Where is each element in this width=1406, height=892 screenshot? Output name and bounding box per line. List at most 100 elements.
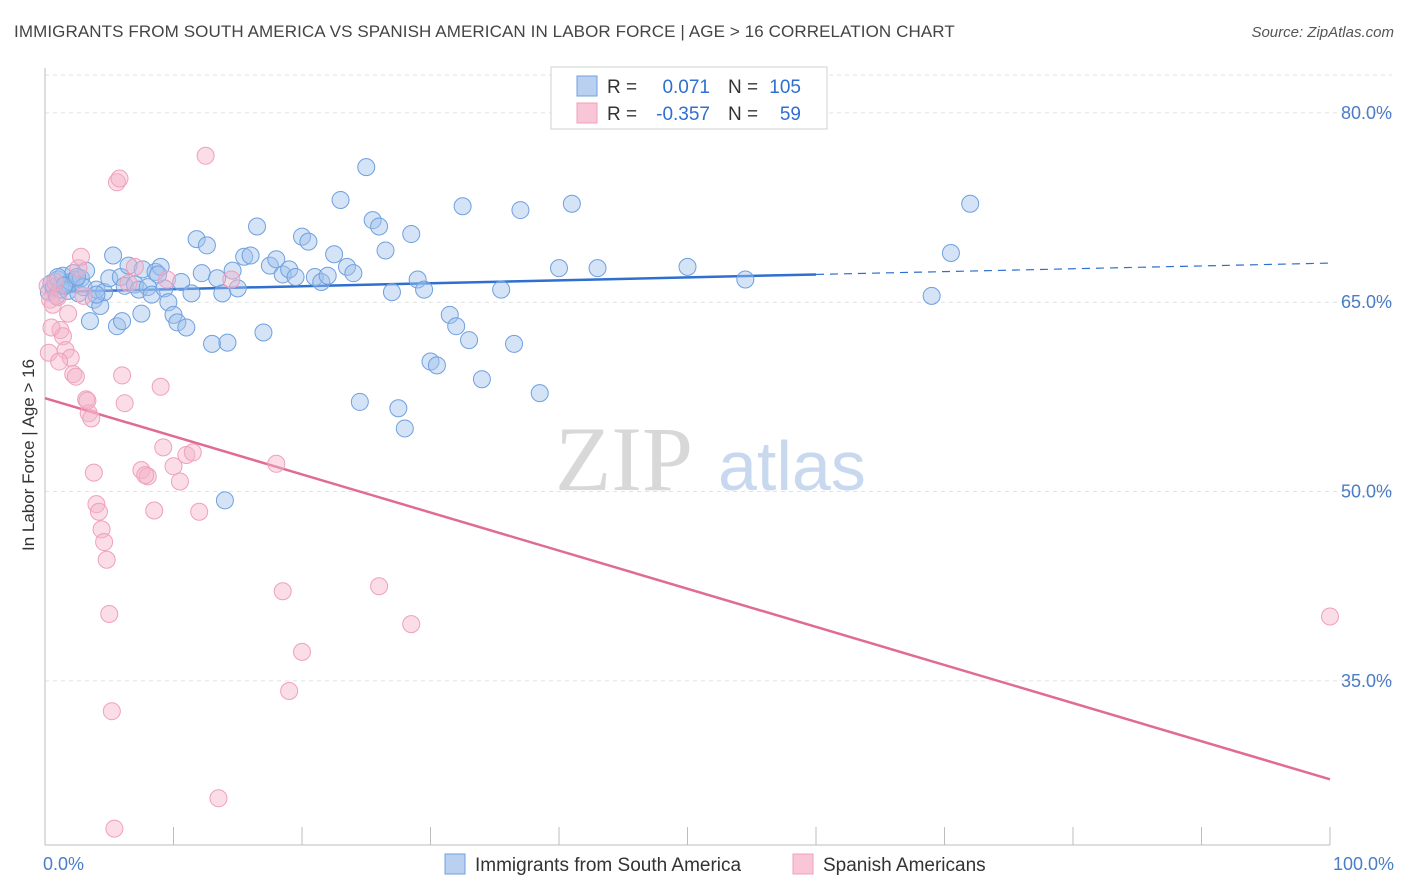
point-south-america bbox=[492, 280, 511, 299]
data-points bbox=[38, 146, 1339, 838]
point-south-america bbox=[453, 197, 472, 216]
point-south-america bbox=[325, 245, 344, 264]
point-south-america bbox=[104, 246, 123, 265]
point-south-america bbox=[447, 317, 466, 336]
point-spanish-american bbox=[183, 443, 202, 462]
legend-r-label-1: R = bbox=[607, 77, 637, 98]
legend-n-label-1: N = bbox=[728, 77, 758, 98]
point-spanish-american bbox=[95, 533, 114, 552]
point-spanish-american bbox=[50, 352, 69, 371]
point-spanish-american bbox=[267, 454, 286, 473]
y-tick-label: 50.0% bbox=[1341, 482, 1392, 502]
point-south-america bbox=[172, 273, 191, 292]
point-south-america bbox=[370, 217, 389, 236]
point-spanish-american bbox=[100, 605, 119, 623]
trend-line-south-america-extension bbox=[815, 262, 1331, 276]
point-spanish-american bbox=[89, 502, 108, 521]
point-spanish-american bbox=[170, 472, 189, 491]
point-spanish-american bbox=[113, 366, 132, 385]
point-south-america bbox=[168, 313, 187, 332]
point-south-america bbox=[80, 312, 99, 331]
point-spanish-american bbox=[42, 318, 61, 337]
point-spanish-american bbox=[71, 247, 90, 266]
point-south-america bbox=[344, 264, 363, 283]
point-spanish-american bbox=[273, 582, 292, 601]
point-south-america bbox=[350, 392, 369, 411]
point-south-america bbox=[588, 259, 607, 278]
point-spanish-american bbox=[97, 550, 116, 569]
point-south-america bbox=[505, 334, 524, 353]
point-spanish-american bbox=[87, 495, 106, 514]
point-south-america bbox=[149, 265, 168, 284]
point-south-america bbox=[922, 286, 941, 305]
y-tick-label: 80.0% bbox=[1341, 103, 1392, 123]
series-legend-label-blue: Immigrants from South America bbox=[475, 855, 742, 876]
point-south-america bbox=[228, 279, 247, 298]
point-spanish-american bbox=[74, 286, 93, 305]
point-spanish-american bbox=[115, 394, 134, 413]
point-south-america bbox=[395, 419, 414, 438]
legend-n-label-2: N = bbox=[728, 104, 758, 125]
point-spanish-american bbox=[154, 438, 173, 457]
point-south-america bbox=[415, 280, 434, 299]
point-south-america bbox=[119, 256, 138, 275]
point-south-america bbox=[530, 384, 549, 403]
series-legend-swatch-blue bbox=[444, 853, 466, 875]
point-south-america bbox=[550, 259, 568, 278]
series-legend-label-pink: Spanish Americans bbox=[823, 855, 986, 876]
point-south-america bbox=[91, 297, 110, 315]
legend-r-value-2: -0.357 bbox=[656, 104, 710, 125]
point-south-america bbox=[961, 194, 980, 213]
legend-swatch-pink bbox=[576, 102, 598, 124]
point-spanish-american bbox=[164, 457, 183, 476]
point-spanish-american bbox=[280, 682, 299, 700]
point-spanish-american bbox=[64, 365, 83, 384]
point-spanish-american bbox=[69, 259, 88, 278]
point-south-america bbox=[182, 284, 201, 303]
point-spanish-american bbox=[66, 367, 85, 386]
source-label: Source: ZipAtlas.com bbox=[1251, 24, 1394, 41]
point-south-america bbox=[218, 333, 237, 352]
point-south-america bbox=[100, 269, 119, 288]
point-south-america bbox=[511, 201, 530, 220]
point-spanish-american bbox=[370, 577, 389, 596]
point-south-america bbox=[107, 317, 126, 336]
point-south-america bbox=[402, 225, 421, 244]
point-spanish-american bbox=[46, 273, 65, 292]
legend-n-value-2: 59 bbox=[780, 104, 801, 125]
point-spanish-american bbox=[48, 288, 67, 307]
trend-line-south-america bbox=[44, 273, 817, 294]
point-south-america bbox=[562, 194, 581, 213]
point-south-america bbox=[132, 304, 151, 323]
point-south-america bbox=[678, 257, 697, 276]
watermark-atlas: atlas bbox=[718, 427, 866, 505]
point-south-america bbox=[472, 370, 491, 389]
x-tick-label-max: 100.0% bbox=[1333, 854, 1394, 874]
point-south-america bbox=[427, 356, 446, 375]
point-spanish-american bbox=[105, 819, 124, 838]
point-south-america bbox=[215, 491, 234, 510]
x-tick-labels: 0.0% 100.0% bbox=[43, 854, 1394, 874]
y-tick-labels: 35.0% 50.0% 65.0% 80.0% bbox=[1341, 103, 1392, 691]
point-south-america bbox=[260, 256, 279, 275]
x-tick-label-min: 0.0% bbox=[43, 854, 84, 874]
point-south-america bbox=[460, 331, 479, 350]
point-spanish-american bbox=[196, 146, 215, 165]
series-legend: Immigrants from South America Spanish Am… bbox=[444, 853, 986, 876]
point-spanish-american bbox=[102, 702, 121, 721]
series-legend-swatch-pink bbox=[792, 853, 814, 875]
point-spanish-american bbox=[77, 390, 96, 409]
point-south-america bbox=[363, 211, 382, 230]
point-south-america bbox=[376, 241, 395, 260]
point-spanish-american bbox=[151, 377, 170, 396]
point-spanish-american bbox=[84, 463, 103, 482]
point-spanish-american bbox=[119, 274, 138, 293]
point-south-america bbox=[357, 158, 376, 177]
y-tick-label: 65.0% bbox=[1341, 292, 1392, 312]
trend-line-spanish-american bbox=[44, 396, 1331, 781]
point-south-america bbox=[241, 246, 260, 265]
point-spanish-american bbox=[82, 409, 101, 428]
point-spanish-american bbox=[209, 789, 228, 808]
point-spanish-american bbox=[110, 169, 129, 188]
